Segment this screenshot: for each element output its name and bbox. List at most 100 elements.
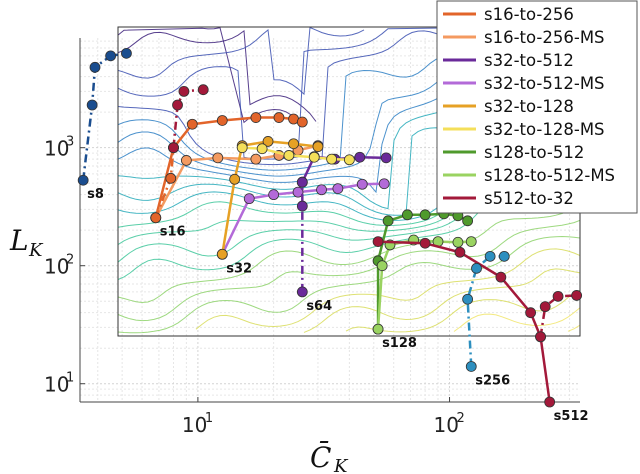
- data-point: [105, 50, 117, 62]
- data-point: [292, 186, 304, 198]
- legend-entry: s128-to-512: [484, 143, 584, 162]
- series-line: [172, 88, 204, 148]
- contour-line: [118, 29, 317, 122]
- y-tick-label: 10: [44, 255, 69, 279]
- data-point: [495, 271, 507, 283]
- data-point: [539, 301, 551, 313]
- data-point: [273, 112, 285, 123]
- y-axis-label-sub: K: [28, 240, 44, 261]
- contour-line: [118, 27, 365, 96]
- run-label: s128: [382, 336, 417, 351]
- y-tick-exp: 3: [66, 135, 74, 150]
- data-point: [89, 61, 101, 73]
- data-point: [316, 184, 327, 196]
- data-point: [378, 178, 390, 190]
- x-tick-label: 10: [434, 413, 459, 437]
- y-tick-label: 10: [44, 373, 69, 397]
- data-point: [296, 286, 308, 298]
- contour-line: [303, 268, 580, 333]
- legend-entry: s16-to-256: [484, 5, 574, 24]
- y-axis-label-text: L: [9, 224, 29, 257]
- x-axis-label: C̄ K: [310, 440, 349, 474]
- run-label: s8: [87, 187, 104, 202]
- data-point: [250, 153, 262, 165]
- data-point: [356, 178, 368, 190]
- data-point: [86, 99, 98, 111]
- series-group: [77, 47, 583, 408]
- y-axis-label: L K: [9, 224, 44, 261]
- data-point: [535, 331, 546, 343]
- data-point: [484, 250, 496, 262]
- data-point: [262, 136, 274, 147]
- data-point: [250, 112, 262, 123]
- data-point: [212, 152, 224, 164]
- x-axis-label-text: C̄: [310, 440, 331, 474]
- data-point: [462, 293, 474, 305]
- data-point: [256, 143, 268, 155]
- run-label: s512: [554, 409, 589, 424]
- data-point: [454, 246, 466, 258]
- legend-entry: s512-to-32: [484, 189, 574, 208]
- x-tick-exp: 1: [205, 411, 213, 426]
- contour-line: [118, 219, 580, 322]
- data-point: [354, 151, 366, 163]
- data-point: [401, 209, 413, 221]
- run-label: s16: [160, 225, 186, 240]
- data-point: [462, 215, 474, 227]
- data-point: [552, 290, 564, 302]
- run-label: s64: [306, 299, 332, 314]
- x-axis-label-sub: K: [333, 456, 349, 474]
- legend-entry: s32-to-512: [484, 51, 574, 70]
- data-point: [77, 174, 89, 186]
- data-point: [229, 173, 241, 185]
- data-point: [452, 236, 464, 248]
- data-point: [372, 323, 384, 335]
- data-point: [236, 142, 248, 154]
- contour-line: [345, 289, 580, 333]
- data-point: [288, 138, 299, 150]
- data-point: [186, 118, 198, 130]
- data-point: [372, 236, 384, 248]
- data-point: [571, 290, 583, 301]
- data-point: [197, 84, 209, 96]
- data-point: [296, 200, 308, 212]
- contour-line: [453, 307, 580, 332]
- data-point: [382, 215, 394, 227]
- data-point: [121, 47, 132, 59]
- x-tick-exp: 2: [457, 411, 465, 426]
- legend-entry: s32-to-512-MS: [484, 74, 605, 93]
- contour-line: [195, 248, 580, 330]
- legend-entry: s16-to-256-MS: [484, 28, 605, 47]
- data-point: [332, 183, 344, 195]
- data-point: [283, 150, 295, 161]
- data-point: [296, 116, 308, 128]
- legend: s16-to-256 s16-to-256-MS s32-to-512 s32-to-…: [436, 0, 638, 214]
- data-point: [312, 141, 324, 153]
- data-point: [216, 248, 228, 260]
- y-tick-exp: 2: [66, 253, 74, 268]
- data-point: [419, 237, 431, 249]
- legend-entry: s32-to-128-MS: [484, 120, 605, 139]
- contour-line: [567, 324, 580, 332]
- x-tick-label: 10: [182, 413, 207, 437]
- data-point: [243, 193, 255, 205]
- data-point: [296, 176, 308, 188]
- data-point: [465, 361, 477, 372]
- y-tick-exp: 1: [66, 371, 74, 386]
- legend-entry: s32-to-128: [484, 97, 574, 116]
- run-labels: s8 s16 s32 s64 s128 s256 s512: [87, 187, 588, 424]
- series-line: [539, 294, 577, 337]
- data-point: [180, 155, 192, 166]
- data-point: [168, 142, 179, 154]
- data-point: [343, 154, 355, 166]
- data-point: [268, 189, 280, 201]
- data-point: [544, 396, 556, 408]
- data-point: [376, 260, 388, 272]
- contour-line: [118, 202, 580, 304]
- data-point: [471, 262, 482, 274]
- data-point: [498, 250, 510, 262]
- data-point: [150, 212, 162, 224]
- data-point: [308, 151, 320, 163]
